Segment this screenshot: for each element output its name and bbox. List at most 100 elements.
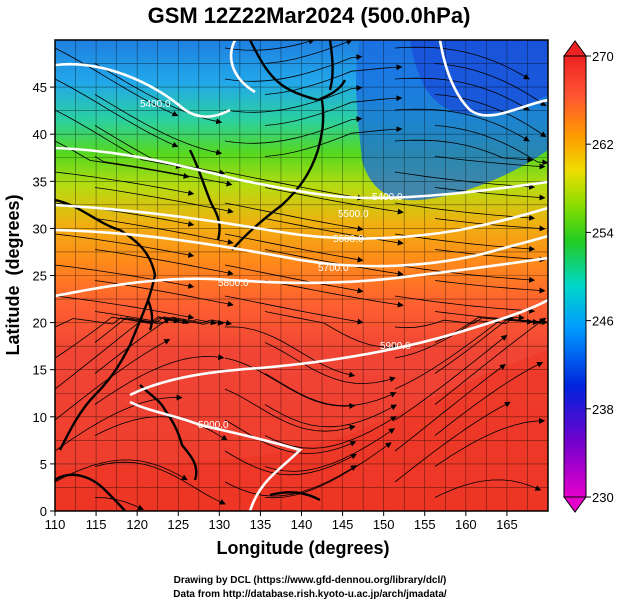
colorbar-scale: [563, 55, 587, 498]
streamline: [264, 416, 397, 449]
contour-label: 5500.0: [338, 209, 369, 220]
x-tick-label: 110: [45, 517, 66, 532]
streamline: [434, 280, 546, 294]
streamline: [94, 187, 234, 214]
streamline: [55, 47, 179, 117]
streamline: [394, 202, 536, 221]
height-contours: [55, 40, 548, 511]
colorbar-tick-label: 230: [592, 490, 614, 505]
coastline-sakhalin: [328, 40, 334, 91]
streamline: [224, 171, 364, 201]
streamline: [264, 249, 404, 277]
streamline: [264, 218, 404, 246]
streamline: [264, 404, 397, 428]
streamline: [94, 319, 217, 374]
streamline: [434, 187, 546, 201]
streamline: [434, 317, 547, 405]
contour-label: 5400.0: [372, 192, 403, 203]
streamline: [94, 461, 226, 505]
y-tick-label: 35: [33, 174, 47, 189]
streamline: [94, 416, 228, 441]
contour-line: [55, 146, 548, 200]
streamline: [264, 40, 353, 64]
coastline-asia-mainland: [55, 198, 157, 451]
contour-label: 5600.0: [333, 234, 364, 245]
streamline: [55, 394, 183, 452]
y-tick-label: 30: [33, 221, 47, 236]
y-tick-label: 5: [40, 457, 47, 472]
x-tick-label: 165: [496, 517, 518, 532]
streamline: [94, 497, 144, 511]
credit-drawing: Drawing by DCL (https://www.gfd-dennou.o…: [174, 575, 447, 586]
contour-labels: 5400.0 5400.0 5500.0 5600.0 5700.0 5800.…: [140, 99, 411, 431]
x-axis: 110 115 120 125 130 135 140 145 150 155 160 165: [45, 511, 518, 532]
y-tick-label: 10: [33, 410, 47, 425]
streamline: [434, 249, 546, 263]
streamline: [394, 77, 530, 111]
x-tick-label: 115: [86, 517, 107, 532]
x-tick-label: 120: [126, 517, 148, 532]
streamline: [264, 442, 392, 499]
coastline-philippines: [139, 384, 198, 481]
contour-line: [438, 40, 548, 117]
streamline: [434, 361, 544, 436]
streamline: [394, 108, 530, 142]
streamline: [224, 388, 356, 432]
contour-line: [129, 298, 548, 397]
coastline-new-guinea: [269, 491, 321, 502]
y-tick-label: 0: [40, 504, 47, 519]
colorbar-tick-label: 238: [592, 402, 614, 417]
streamline: [264, 311, 400, 351]
streamline: [55, 140, 190, 179]
streamline: [55, 316, 189, 328]
contour-line: [55, 228, 548, 268]
contour-line: [55, 62, 231, 119]
streamline: [434, 319, 548, 374]
y-tick-label: 20: [33, 316, 47, 331]
x-tick-label: 135: [250, 517, 272, 532]
streamline: [224, 465, 357, 497]
streamline: [434, 311, 546, 325]
wind-streamlines: [55, 40, 548, 511]
x-tick-label: 160: [455, 517, 477, 532]
contour-label: 5900.0: [380, 341, 411, 352]
streamline: [264, 95, 403, 126]
plot-area: 5400.0 5400.0 5500.0 5600.0 5700.0 5800.…: [55, 40, 548, 511]
streamline: [55, 316, 181, 359]
streamline: [394, 364, 506, 452]
streamline: [264, 187, 404, 215]
streamline: [264, 126, 403, 157]
streamline: [434, 125, 548, 166]
streamline: [394, 171, 536, 190]
streamline: [434, 63, 547, 107]
streamline: [224, 116, 363, 144]
colorbar-tick-label: 270: [592, 49, 614, 64]
streamline: [55, 295, 195, 320]
y-tick-label: 25: [33, 269, 47, 284]
streamline: [394, 401, 511, 483]
x-tick-label: 150: [373, 517, 395, 532]
streamline: [224, 419, 357, 455]
streamline: [94, 316, 224, 343]
coastline-borneo: [55, 473, 126, 511]
contour-line: [229, 40, 256, 94]
y-tick-label: 15: [33, 363, 47, 378]
x-tick-label: 140: [291, 517, 313, 532]
streamline: [224, 295, 364, 325]
coastline-russia-east: [248, 40, 319, 102]
streamline: [224, 85, 363, 113]
streamline: [394, 46, 530, 80]
streamline: [394, 139, 534, 163]
streamline: [434, 417, 546, 467]
colorbar-bottom-arrow: [563, 496, 587, 513]
x-tick-label: 130: [208, 517, 230, 532]
streamline: [434, 94, 547, 138]
y-tick-label: 45: [33, 80, 47, 95]
colorbar-tick-label: 254: [592, 225, 614, 240]
streamline: [434, 156, 546, 170]
streamline: [264, 428, 396, 472]
streamline: [394, 315, 515, 390]
x-axis-label: Longitude (degrees): [216, 538, 389, 558]
streamline: [394, 264, 536, 283]
